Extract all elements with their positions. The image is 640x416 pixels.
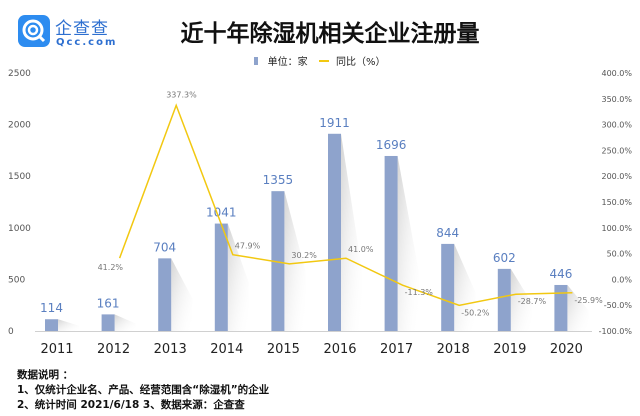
left-axis-tick: 1500 <box>8 172 31 182</box>
x-axis-tick: 2013 <box>154 342 187 357</box>
yoy-data-label: -25.9% <box>574 296 603 305</box>
right-axis-tick: 200.0% <box>601 172 632 181</box>
bar <box>441 243 455 331</box>
notes-line-2: 2、统计时间 2021/6/18 3、数据来源：企查查 <box>17 399 245 411</box>
qcc-logo: 企查查 Qcc.com <box>18 12 128 54</box>
bar-shadow <box>567 284 589 331</box>
x-axis-tick: 2014 <box>210 342 243 357</box>
x-axis-tick: 2016 <box>323 342 356 357</box>
x-axis-tick: 2017 <box>380 342 413 357</box>
yoy-line <box>118 103 573 307</box>
left-axis-tick: 1000 <box>8 224 31 234</box>
bar-value-label: 844 <box>436 226 459 240</box>
bar-value-label: 1041 <box>206 206 237 220</box>
bar-value-label: 704 <box>153 240 176 254</box>
bar-shadow <box>227 223 249 331</box>
right-axis-tick: 50.0% <box>607 250 633 259</box>
bar-shadow <box>510 268 532 331</box>
yoy-data-label: 47.9% <box>235 242 261 251</box>
x-axis-tick: 2012 <box>97 342 130 357</box>
yoy-data-label: 30.2% <box>291 251 317 260</box>
legend-bar-swatch <box>254 56 259 65</box>
bar <box>328 133 341 331</box>
right-axis-tick: 100.0% <box>601 224 632 233</box>
left-axis-tick: 2500 <box>8 69 31 79</box>
notes-line-1: 1、仅统计企业名、产品、经营范围含“除湿机”的企业 <box>17 384 270 396</box>
bar-value-label: 1355 <box>263 173 294 187</box>
yoy-data-label: -11.3% <box>405 288 434 297</box>
x-axis-tick: 2020 <box>550 342 583 357</box>
bar <box>214 223 228 331</box>
chart-title: 近十年除湿机相关企业注册量 <box>180 21 480 47</box>
yoy-data-label: 41.0% <box>348 245 374 254</box>
bar-shadow <box>171 258 193 331</box>
bar <box>271 191 285 331</box>
bar-shadow <box>114 314 136 331</box>
yoy-data-label: 41.2% <box>98 263 124 272</box>
bar <box>384 155 398 331</box>
right-axis-tick: 250.0% <box>601 146 632 155</box>
bar-shadow <box>58 319 79 331</box>
bar <box>101 314 115 331</box>
legend-bar-label: 单位：家 <box>267 57 308 68</box>
bar-shadow <box>284 191 306 331</box>
bar-shadow <box>341 133 362 331</box>
x-axis-tick: 2018 <box>437 342 470 357</box>
bar-shadow <box>454 243 476 331</box>
left-axis-tick: 500 <box>8 275 25 285</box>
bar-value-label: 446 <box>549 267 572 281</box>
notes: 数据说明 ： 1、仅统计企业名、产品、经营范围含“除湿机”的企业 2、统计时间 … <box>17 368 269 413</box>
bar-shadow <box>397 155 419 331</box>
logo-text: 企查查 <box>55 19 109 39</box>
bar <box>45 319 58 331</box>
x-axis-tick: 2019 <box>493 342 526 357</box>
bar-value-label: 161 <box>97 296 120 310</box>
left-axis-tick: 0 <box>8 327 14 337</box>
bar-value-label: 1911 <box>319 116 350 130</box>
bar <box>554 284 568 331</box>
bar-value-label: 114 <box>40 301 63 315</box>
right-axis-tick: -100.0% <box>599 327 633 336</box>
logo-domain: Qcc.com <box>56 37 118 48</box>
right-axis-tick: -50.0% <box>604 301 633 310</box>
right-axis-tick: 150.0% <box>601 198 632 207</box>
bar <box>497 268 511 331</box>
yoy-data-label: -28.7% <box>518 297 547 306</box>
bar-value-label: 1696 <box>376 138 407 152</box>
notes-heading: 数据说明 ： <box>17 369 74 381</box>
yoy-data-label: 337.3% <box>166 90 197 99</box>
x-axis-tick: 2011 <box>40 342 73 357</box>
legend-line-swatch <box>318 59 329 62</box>
right-axis-tick: 350.0% <box>601 95 632 104</box>
yoy-data-label: -50.2% <box>461 308 490 317</box>
legend: 单位：家 同比（%） <box>0 53 640 68</box>
left-axis-tick: 2000 <box>8 121 31 131</box>
qcc-logo-icon <box>18 15 50 47</box>
right-axis-tick: 400.0% <box>601 69 632 78</box>
right-axis-tick: 300.0% <box>601 121 632 130</box>
legend-line-label: 同比（%） <box>336 57 386 68</box>
right-axis-tick: 0.0% <box>612 275 633 284</box>
x-axis-tick: 2015 <box>267 342 300 357</box>
bar-value-label: 602 <box>493 251 516 265</box>
bar <box>158 258 172 331</box>
